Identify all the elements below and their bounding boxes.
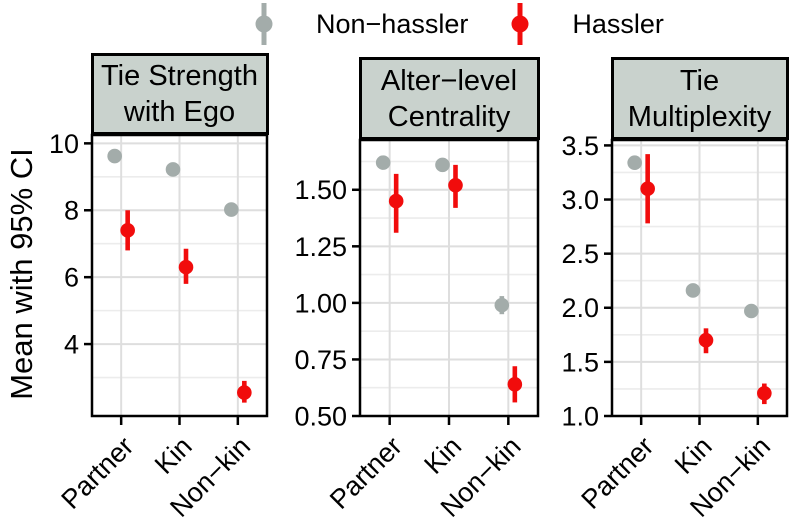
data-point [507, 377, 523, 392]
data-point [494, 297, 510, 313]
data-point [448, 177, 463, 193]
y-tick-label: 1.0 [561, 401, 599, 431]
panel-title-line: Multiplexity [627, 100, 772, 133]
y-tick-label: 2.5 [561, 239, 599, 269]
data-point [224, 202, 239, 217]
non-hassler-pointrange-icon [255, 3, 273, 45]
x-tick-label: Kin [149, 431, 198, 480]
panel-header-tie-multiplexity: Tie Multiplexity [610, 57, 789, 140]
data-point [640, 181, 655, 197]
panel-title-line: with Ego [123, 96, 236, 128]
panel-title-line: Tie [679, 64, 720, 97]
y-tick-label: 6 [64, 263, 79, 293]
x-tick-label: Partner [324, 431, 408, 515]
x-tick-label: Partner [56, 431, 140, 515]
y-tick-label: 3.5 [561, 131, 599, 161]
hassler-pointrange-icon [511, 3, 529, 45]
data-point [237, 385, 252, 400]
data-point [120, 223, 135, 238]
y-tick-label: 8 [64, 196, 79, 226]
panel-title-line: Tie Strength [101, 60, 258, 92]
panel-title-line: Centrality [387, 100, 511, 133]
series-hassler [640, 154, 772, 405]
y-tick-label: 3.0 [561, 185, 599, 215]
data-point [178, 259, 194, 275]
panel-header-alter-centrality: Alter−level Centrality [358, 57, 540, 140]
series-hassler [388, 164, 523, 403]
data-point [757, 385, 772, 401]
data-point [388, 193, 404, 209]
legend: Non−hassler Hassler [254, 0, 664, 48]
panel-border [358, 138, 540, 418]
data-point [744, 303, 759, 319]
data-point [435, 157, 450, 173]
y-tick-label: 1.50 [294, 175, 347, 205]
y-tick-label: 0.75 [294, 345, 347, 375]
panel-border [90, 133, 269, 418]
x-tick-label: Kin [669, 431, 718, 480]
series-non-hassler [375, 155, 510, 315]
panel-border [610, 138, 789, 418]
y-tick-label: 2.0 [561, 293, 599, 323]
legend-label-non-hassler: Non−hassler [316, 8, 469, 39]
y-tick-label: 0.50 [294, 401, 347, 431]
series-non-hassler [107, 148, 239, 217]
panel-header-tie-strength: Tie Strength with Ego [90, 53, 269, 135]
data-point [375, 155, 391, 170]
legend-label-hassler: Hassler [572, 8, 664, 39]
data-point [107, 148, 122, 164]
y-tick-label: 4 [64, 330, 79, 360]
y-tick-label: 1.00 [294, 288, 347, 318]
x-tick-label: Partner [576, 431, 660, 515]
data-point [685, 283, 701, 298]
data-point [165, 162, 181, 177]
panel-title-line: Alter−level [380, 64, 518, 97]
x-tick-label: Kin [418, 431, 467, 480]
data-point [627, 155, 642, 171]
series-hassler [120, 210, 252, 403]
data-point [698, 332, 714, 348]
series-non-hassler [627, 155, 759, 319]
y-tick-label: 1.5 [561, 347, 599, 377]
y-tick-label: 1.25 [294, 232, 347, 262]
y-tick-label: 10 [49, 129, 79, 159]
